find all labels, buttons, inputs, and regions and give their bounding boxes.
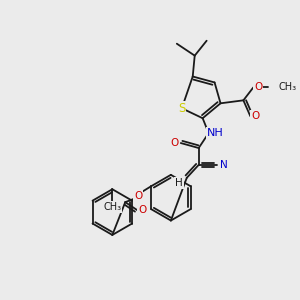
Text: CH₃: CH₃ [103,202,122,212]
Text: O: O [171,138,179,148]
Text: N: N [220,160,227,170]
Text: S: S [178,102,185,115]
Text: O: O [251,111,260,121]
Text: O: O [138,205,146,215]
Text: O: O [134,191,142,201]
Text: NH: NH [207,128,224,138]
Text: O: O [254,82,262,92]
Text: CH₃: CH₃ [278,82,296,92]
Text: H: H [175,178,183,188]
